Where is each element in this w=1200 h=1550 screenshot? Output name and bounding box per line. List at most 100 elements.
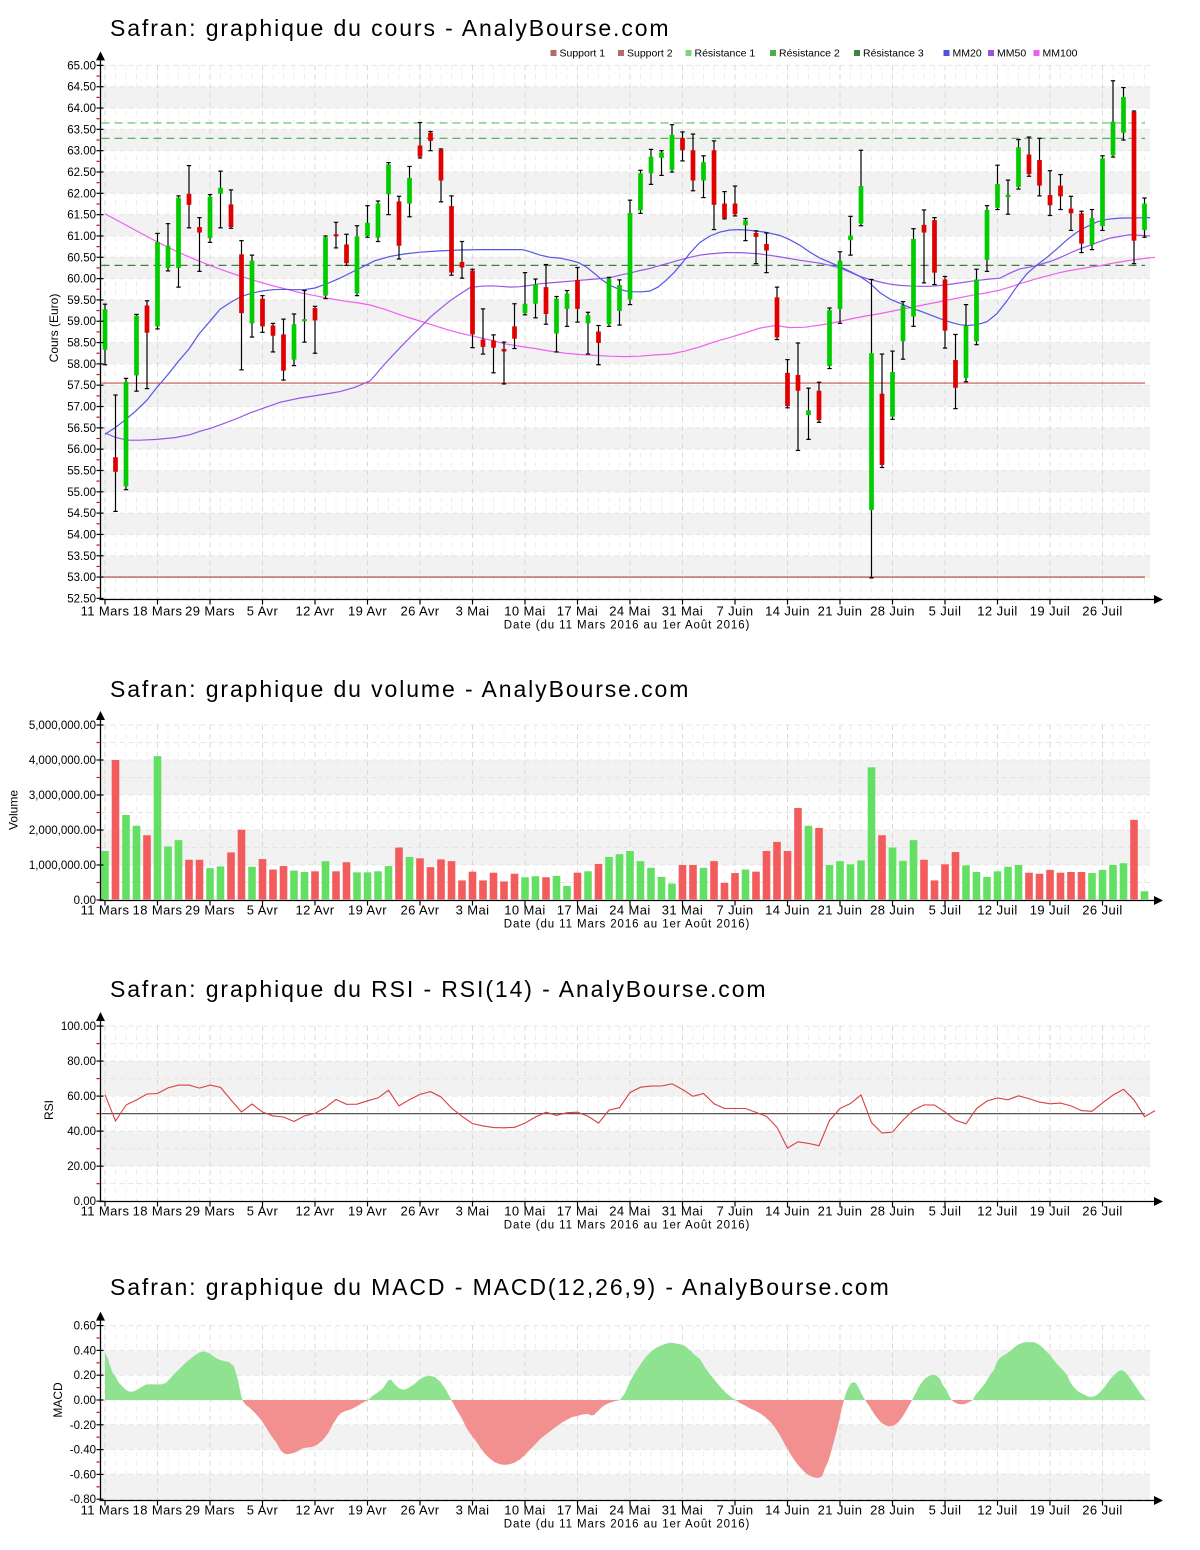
svg-text:18 Mars: 18 Mars: [133, 1204, 183, 1219]
svg-text:Support 1: Support 1: [560, 48, 606, 60]
svg-text:MACD: MACD: [51, 1382, 65, 1418]
svg-text:0.60: 0.60: [74, 1321, 96, 1333]
svg-text:26 Juil: 26 Juil: [1082, 903, 1122, 918]
svg-text:11 Mars: 11 Mars: [81, 604, 130, 619]
svg-text:0.40: 0.40: [74, 1345, 96, 1357]
svg-text:62.50: 62.50: [67, 167, 96, 179]
svg-text:1,000,000.00: 1,000,000.00: [29, 860, 96, 872]
svg-text:12 Avr: 12 Avr: [295, 1204, 334, 1219]
svg-text:Volume: Volume: [7, 790, 21, 830]
svg-text:62.00: 62.00: [67, 188, 96, 200]
svg-text:RSI: RSI: [42, 1100, 56, 1120]
svg-text:21 Juin: 21 Juin: [818, 1503, 863, 1518]
svg-text:61.50: 61.50: [67, 210, 96, 222]
svg-text:26 Avr: 26 Avr: [400, 604, 439, 619]
svg-text:5 Avr: 5 Avr: [247, 1204, 279, 1219]
svg-text:Résistance 1: Résistance 1: [695, 48, 756, 60]
svg-text:28 Juin: 28 Juin: [870, 604, 915, 619]
svg-text:4,000,000.00: 4,000,000.00: [29, 755, 96, 767]
svg-text:-0.60: -0.60: [70, 1469, 96, 1481]
svg-text:10 Mai: 10 Mai: [504, 1204, 545, 1219]
svg-text:5 Juil: 5 Juil: [929, 903, 962, 918]
svg-text:Safran: graphique du cours - A: Safran: graphique du cours - AnalyBourse…: [110, 15, 670, 41]
svg-text:Safran: graphique du volume -: Safran: graphique du volume - AnalyBours…: [110, 676, 690, 702]
svg-text:56.50: 56.50: [67, 423, 96, 435]
svg-text:57.00: 57.00: [67, 402, 96, 414]
svg-text:61.00: 61.00: [67, 231, 96, 243]
svg-text:18 Mars: 18 Mars: [133, 1503, 183, 1518]
svg-text:14 Juin: 14 Juin: [765, 1503, 810, 1518]
svg-text:26 Avr: 26 Avr: [400, 1204, 439, 1219]
svg-text:Date (du 11 Mars 2016 au 1er A: Date (du 11 Mars 2016 au 1er Août 2016): [504, 919, 751, 931]
svg-text:57.50: 57.50: [67, 380, 96, 392]
svg-text:7 Juin: 7 Juin: [716, 1204, 753, 1219]
svg-text:64.00: 64.00: [67, 103, 96, 115]
svg-text:5,000,000.00: 5,000,000.00: [29, 720, 96, 732]
svg-text:64.50: 64.50: [67, 82, 96, 94]
svg-text:24 Mai: 24 Mai: [609, 1503, 650, 1518]
svg-text:26 Avr: 26 Avr: [400, 903, 439, 918]
svg-text:21 Juin: 21 Juin: [818, 1204, 863, 1219]
svg-text:3 Mai: 3 Mai: [456, 1204, 490, 1219]
svg-text:-0.40: -0.40: [70, 1445, 96, 1457]
svg-text:0.00: 0.00: [74, 1196, 96, 1208]
svg-text:12 Juil: 12 Juil: [977, 903, 1017, 918]
svg-text:5 Avr: 5 Avr: [247, 604, 279, 619]
svg-text:MM20: MM20: [953, 48, 982, 60]
svg-text:7 Juin: 7 Juin: [716, 1503, 753, 1518]
svg-text:7 Juin: 7 Juin: [716, 903, 753, 918]
svg-text:40.00: 40.00: [67, 1126, 96, 1138]
svg-text:12 Avr: 12 Avr: [295, 903, 334, 918]
svg-text:14 Juin: 14 Juin: [765, 604, 810, 619]
svg-text:26 Juil: 26 Juil: [1082, 604, 1122, 619]
svg-text:20.00: 20.00: [67, 1161, 96, 1173]
svg-text:28 Juin: 28 Juin: [870, 903, 915, 918]
svg-text:Date (du 11 Mars 2016 au 1er A: Date (du 11 Mars 2016 au 1er Août 2016): [504, 1220, 751, 1232]
svg-text:12 Avr: 12 Avr: [295, 604, 334, 619]
svg-text:54.00: 54.00: [67, 529, 96, 541]
svg-text:54.50: 54.50: [67, 508, 96, 520]
svg-text:11 Mars: 11 Mars: [81, 903, 130, 918]
svg-text:17 Mai: 17 Mai: [557, 1204, 598, 1219]
svg-text:58.00: 58.00: [67, 359, 96, 371]
svg-text:26 Juil: 26 Juil: [1082, 1503, 1122, 1518]
svg-text:53.00: 53.00: [67, 572, 96, 584]
svg-text:10 Mai: 10 Mai: [504, 1503, 545, 1518]
svg-text:28 Juin: 28 Juin: [870, 1503, 915, 1518]
svg-text:29 Mars: 29 Mars: [185, 604, 235, 619]
svg-text:7 Juin: 7 Juin: [716, 604, 753, 619]
svg-text:31 Mai: 31 Mai: [662, 1204, 703, 1219]
svg-text:63.00: 63.00: [67, 146, 96, 158]
svg-text:11 Mars: 11 Mars: [81, 1503, 130, 1518]
svg-text:31 Mai: 31 Mai: [662, 1503, 703, 1518]
svg-text:-0.80: -0.80: [70, 1494, 96, 1506]
svg-text:MM100: MM100: [1043, 48, 1078, 60]
svg-text:53.50: 53.50: [67, 551, 96, 563]
svg-text:28 Juin: 28 Juin: [870, 1204, 915, 1219]
svg-text:60.50: 60.50: [67, 252, 96, 264]
svg-text:18 Mars: 18 Mars: [133, 903, 183, 918]
svg-text:26 Avr: 26 Avr: [400, 1503, 439, 1518]
svg-text:5 Avr: 5 Avr: [247, 903, 279, 918]
svg-text:14 Juin: 14 Juin: [765, 1204, 810, 1219]
svg-text:Safran: graphique du MACD - MA: Safran: graphique du MACD - MACD(12,26,9…: [110, 1274, 891, 1300]
svg-text:5 Juil: 5 Juil: [929, 1204, 962, 1219]
svg-text:0.00: 0.00: [74, 1395, 96, 1407]
svg-text:55.00: 55.00: [67, 487, 96, 499]
svg-text:3,000,000.00: 3,000,000.00: [29, 790, 96, 802]
svg-text:55.50: 55.50: [67, 465, 96, 477]
svg-text:52.50: 52.50: [67, 593, 96, 605]
svg-text:26 Juil: 26 Juil: [1082, 1204, 1122, 1219]
svg-text:Date (du 11 Mars 2016 au 1er A: Date (du 11 Mars 2016 au 1er Août 2016): [504, 1519, 751, 1531]
svg-text:-0.20: -0.20: [70, 1420, 96, 1432]
svg-text:3 Mai: 3 Mai: [456, 903, 490, 918]
svg-text:17 Mai: 17 Mai: [557, 903, 598, 918]
svg-text:19 Juil: 19 Juil: [1030, 903, 1070, 918]
svg-text:21 Juin: 21 Juin: [818, 903, 863, 918]
svg-text:5 Juil: 5 Juil: [929, 1503, 962, 1518]
svg-text:100.00: 100.00: [61, 1021, 96, 1033]
svg-text:59.50: 59.50: [67, 295, 96, 307]
svg-text:17 Mai: 17 Mai: [557, 1503, 598, 1518]
svg-text:Cours (Euro): Cours (Euro): [47, 294, 61, 363]
svg-text:12 Juil: 12 Juil: [977, 1503, 1017, 1518]
